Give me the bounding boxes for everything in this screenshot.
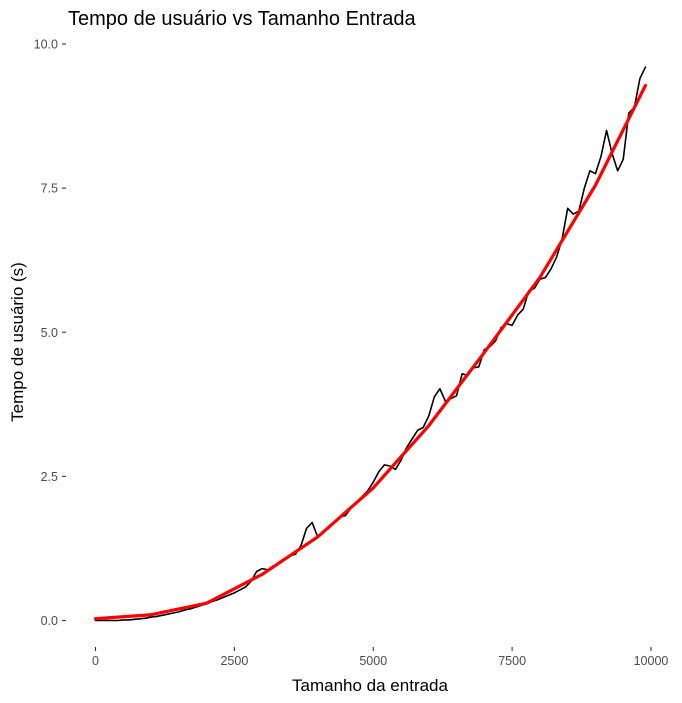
x-axis: 0 2500 5000 7500 10000 — [92, 647, 668, 668]
y-axis-title: Tempo de usuário (s) — [8, 262, 27, 422]
y-tick-label: 2.5 — [41, 470, 58, 484]
x-tick-label: 2500 — [220, 654, 248, 668]
x-tick-label: 5000 — [359, 654, 387, 668]
chart-title: Tempo de usuário vs Tamanho Entrada — [68, 8, 416, 30]
x-tick-label: 0 — [92, 654, 99, 668]
x-axis-title: Tamanho da entrada — [292, 676, 448, 695]
series-line-fit — [93, 83, 648, 621]
x-tick-label: 10000 — [634, 654, 669, 668]
plot-area — [93, 66, 648, 622]
y-tick-label: 0.0 — [41, 614, 58, 628]
series-line-observed — [94, 66, 647, 622]
y-tick-label: 10.0 — [34, 38, 58, 52]
y-tick-label: 7.5 — [41, 182, 58, 196]
x-tick-label: 7500 — [498, 654, 526, 668]
y-tick-label: 5.0 — [41, 326, 58, 340]
y-axis: 0.0 2.5 5.0 7.5 10.0 — [34, 38, 66, 628]
